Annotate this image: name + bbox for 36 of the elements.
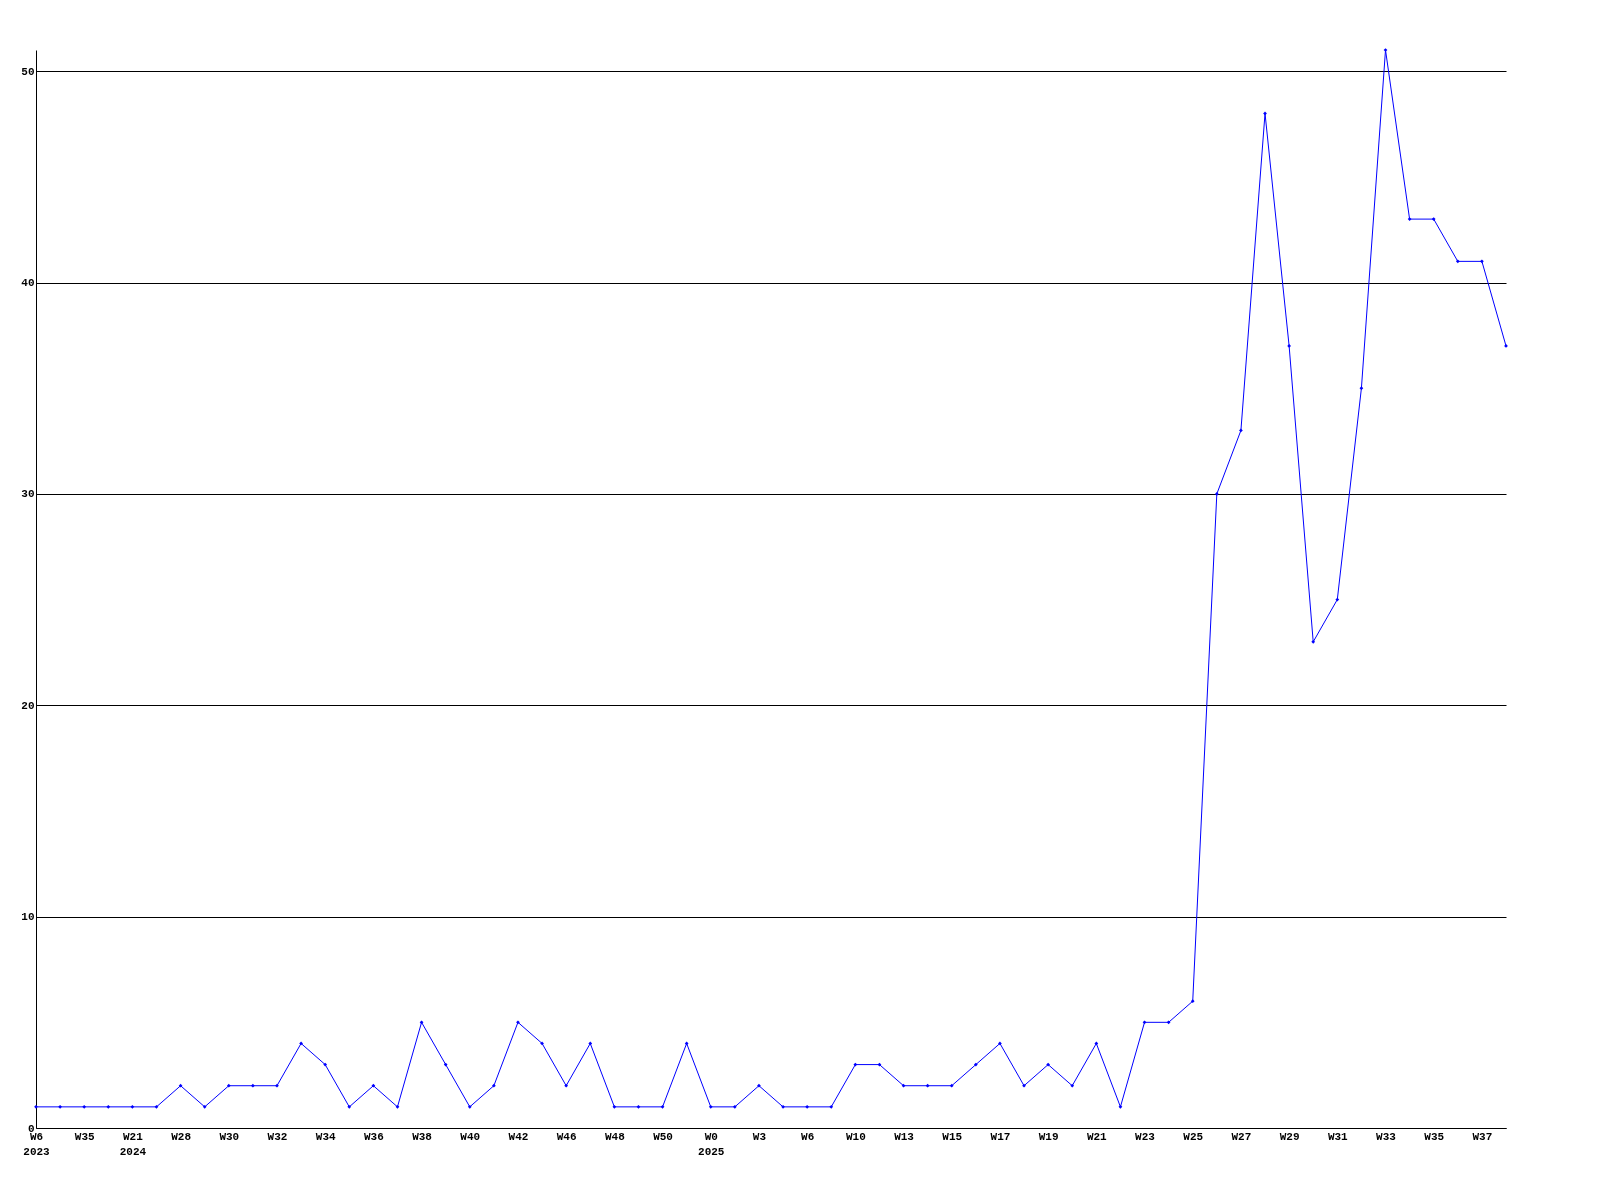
x-tick-label: W34 [315,1130,336,1143]
x-tick-label: W33 [1376,1130,1397,1143]
x-tick-label: W21 2024 [119,1130,147,1158]
x-tick-label: W25 [1183,1130,1204,1143]
x-tick-label: W50 [653,1130,673,1143]
y-tick-label: 40 [21,277,35,290]
x-tick-label: W10 [845,1130,866,1143]
x-tick-label: W36 [363,1130,384,1143]
x-tick-label: W21 [1086,1130,1108,1143]
x-tick-label: W15 [942,1130,963,1143]
y-tick-label: 30 [21,488,35,501]
y-tick-label: 10 [21,911,35,924]
x-tick-label: W48 [604,1130,626,1143]
x-tick-label: W35 [74,1130,95,1143]
x-tick-label: W13 [894,1130,915,1143]
x-tick-label: W30 [219,1130,240,1143]
x-tick-label: W0 2025 [698,1130,725,1158]
y-tick-label: 50 [21,65,35,78]
x-tick-label: W28 [171,1130,192,1143]
x-tick-label: W23 [1135,1130,1156,1143]
x-tick-label: W42 [508,1130,529,1143]
x-tick-label: W31 [1327,1130,1349,1143]
x-tick-label: W6 2023 [23,1130,51,1158]
x-tick-label: W46 [556,1130,577,1143]
x-tick-label: W38 [412,1130,433,1143]
x-tick-label: W19 [1038,1130,1059,1143]
x-tick-label: W32 [267,1130,288,1143]
x-tick-label: W40 [460,1130,481,1143]
x-tick-label: W6 [801,1130,815,1143]
x-tick-label: W37 [1472,1130,1493,1143]
x-tick-label: W3 [752,1130,767,1143]
x-tick-label: W35 [1424,1130,1445,1143]
x-tick-label: W27 [1231,1130,1252,1143]
y-tick-label: 20 [21,699,35,712]
x-tick-label: W17 [990,1130,1011,1143]
x-tick-label: W29 [1279,1130,1300,1143]
